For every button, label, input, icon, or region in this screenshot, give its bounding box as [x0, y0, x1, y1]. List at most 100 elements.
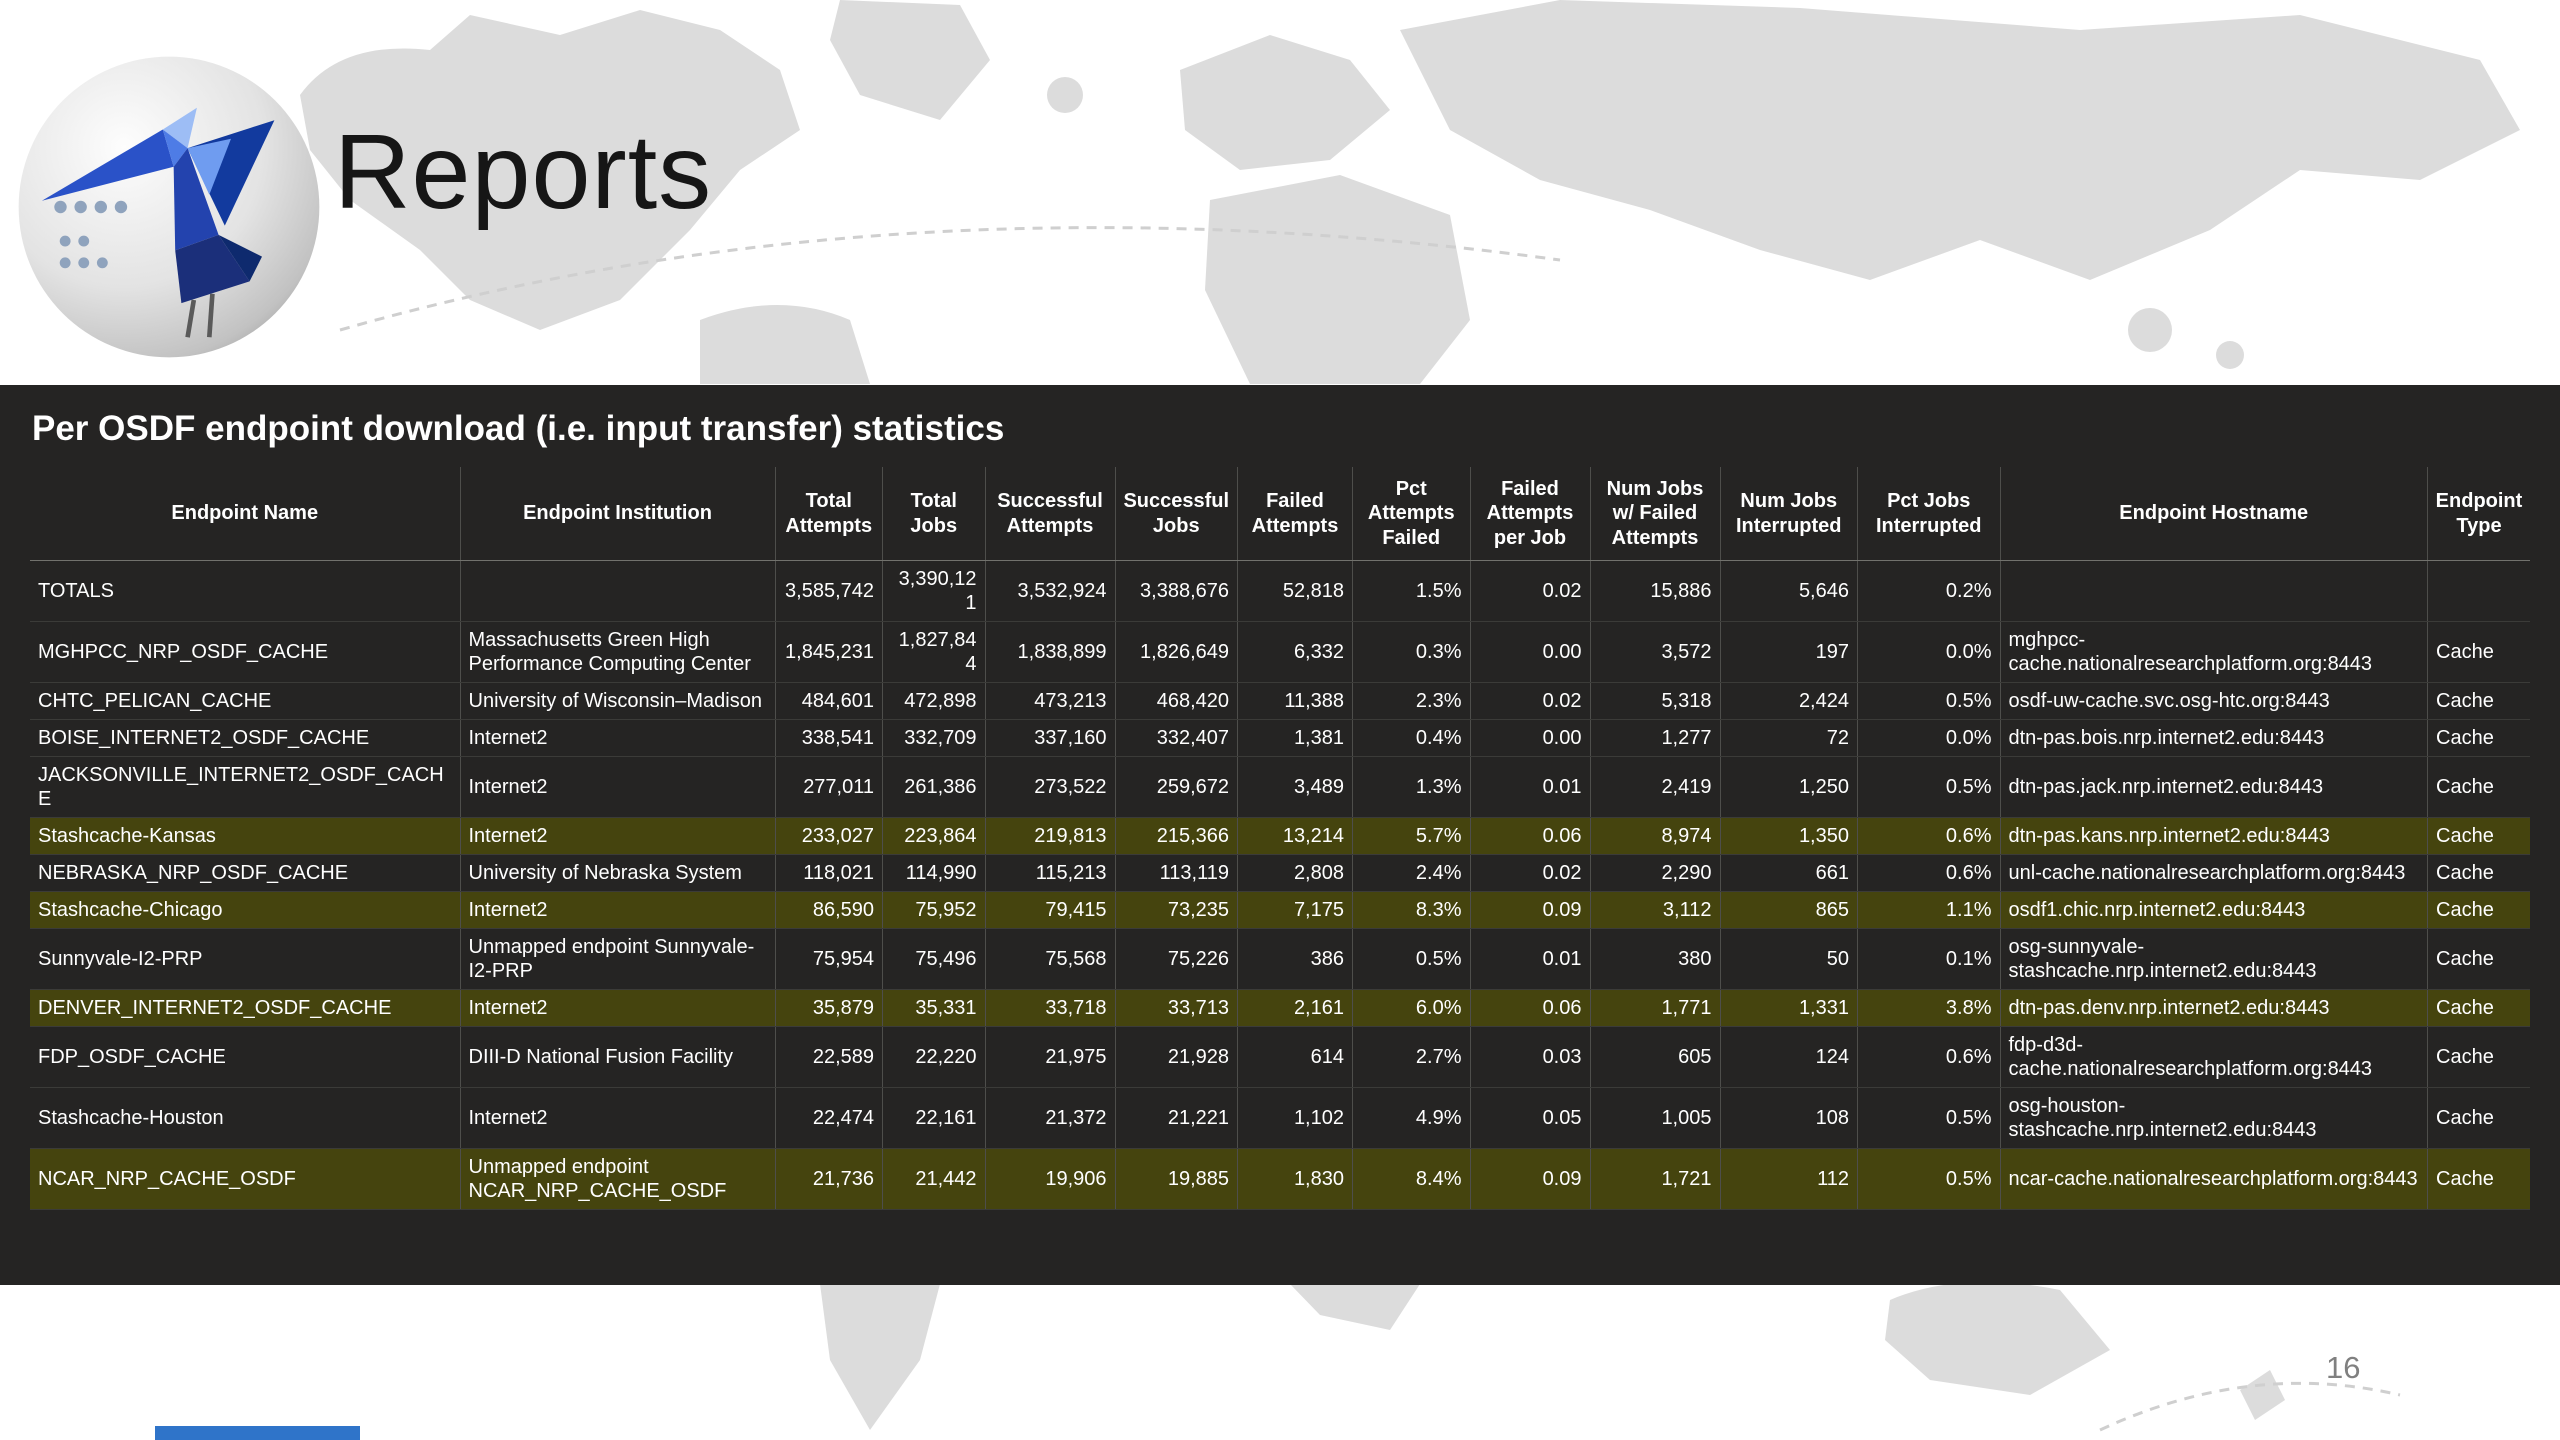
table-cell: Internet2	[460, 989, 776, 1028]
table-cell: 108	[1720, 1087, 1858, 1150]
table-cell: 4.9%	[1352, 1087, 1471, 1150]
column-header: Num Jobs Interrupted	[1720, 467, 1858, 562]
table-cell: Cache	[2427, 989, 2530, 1028]
table-cell: 3,585,742	[775, 560, 883, 623]
table-cell: 605	[1590, 1026, 1721, 1089]
table-cell: osdf-uw-cache.svc.osg-htc.org:8443	[2000, 682, 2428, 721]
table-cell: 332,709	[882, 719, 986, 758]
logo-dots	[54, 200, 128, 269]
table-cell: Cache	[2427, 621, 2530, 684]
table-cell: 1,771	[1590, 989, 1721, 1028]
table-row: MGHPCC_NRP_OSDF_CACHE Massachusetts Green…	[30, 621, 2530, 684]
table-cell: 0.5%	[1857, 682, 2001, 721]
table-cell: 1.5%	[1352, 560, 1471, 623]
table-cell: Cache	[2427, 719, 2530, 758]
bottom-accent-bar	[155, 1426, 360, 1440]
table-cell: 0.06	[1470, 989, 1591, 1028]
table-row: FDP_OSDF_CACHE DIII-D National Fusion Fac…	[30, 1026, 2530, 1089]
table-cell: 1,102	[1237, 1087, 1353, 1150]
table-cell: 75,496	[882, 928, 986, 991]
column-header: Pct Jobs Interrupted	[1857, 467, 2001, 562]
table-cell: 2,290	[1590, 854, 1721, 893]
table-cell: 114,990	[882, 854, 986, 893]
table-cell: Internet2	[460, 891, 776, 930]
table-cell: Internet2	[460, 817, 776, 856]
table-cell: Cache	[2427, 1087, 2530, 1150]
table-cell: 118,021	[775, 854, 883, 893]
table-cell: 0.2%	[1857, 560, 2001, 623]
table-cell: 2,419	[1590, 756, 1721, 819]
column-header: Endpoint Type	[2427, 467, 2530, 562]
report-panel: Per OSDF endpoint download (i.e. input t…	[0, 385, 2560, 1285]
table-cell: 337,160	[985, 719, 1116, 758]
table-cell: 3,388,676	[1115, 560, 1238, 623]
table-row: NEBRASKA_NRP_OSDF_CACHE University of Neb…	[30, 854, 2530, 893]
table-cell: Stashcache-Houston	[30, 1087, 461, 1150]
table-cell: Stashcache-Chicago	[30, 891, 461, 930]
table-cell: ncar-cache.nationalresearchplatform.org:…	[2000, 1148, 2428, 1211]
table-cell: 0.4%	[1352, 719, 1471, 758]
table-cell: 1,838,899	[985, 621, 1116, 684]
table-cell: 52,818	[1237, 560, 1353, 623]
table-cell: Internet2	[460, 719, 776, 758]
table-cell: 35,331	[882, 989, 986, 1028]
table-cell: DENVER_INTERNET2_OSDF_CACHE	[30, 989, 461, 1028]
table-cell: CHTC_PELICAN_CACHE	[30, 682, 461, 721]
table-cell: 261,386	[882, 756, 986, 819]
table-cell: Cache	[2427, 817, 2530, 856]
table-cell: 1.3%	[1352, 756, 1471, 819]
table-cell	[2000, 560, 2428, 623]
table-cell: Cache	[2427, 891, 2530, 930]
table-cell: JACKSONVILLE_INTERNET2_OSDF_CACHE	[30, 756, 461, 819]
column-header: Num Jobs w/ Failed Attempts	[1590, 467, 1721, 562]
table-cell	[2427, 560, 2530, 623]
table-cell: 1,350	[1720, 817, 1858, 856]
table-cell: 13,214	[1237, 817, 1353, 856]
table-cell: fdp-d3d-cache.nationalresearchplatform.o…	[2000, 1026, 2428, 1089]
table-cell: 1,331	[1720, 989, 1858, 1028]
table-cell: 1,005	[1590, 1087, 1721, 1150]
table-cell: 0.3%	[1352, 621, 1471, 684]
table-cell: osg-sunnyvale-stashcache.nrp.internet2.e…	[2000, 928, 2428, 991]
table-cell: 7,175	[1237, 891, 1353, 930]
table-cell: 273,522	[985, 756, 1116, 819]
column-header: Successful Attempts	[985, 467, 1116, 562]
table-cell: 8,974	[1590, 817, 1721, 856]
table-cell: 75,568	[985, 928, 1116, 991]
table-cell: 2.3%	[1352, 682, 1471, 721]
table-cell: BOISE_INTERNET2_OSDF_CACHE	[30, 719, 461, 758]
table-cell: 21,928	[1115, 1026, 1238, 1089]
table-cell: 3,532,924	[985, 560, 1116, 623]
slide-title: Reports	[334, 113, 713, 231]
table-cell: dtn-pas.jack.nrp.internet2.edu:8443	[2000, 756, 2428, 819]
table-cell: 614	[1237, 1026, 1353, 1089]
table-cell: 197	[1720, 621, 1858, 684]
table-cell: dtn-pas.bois.nrp.internet2.edu:8443	[2000, 719, 2428, 758]
table-cell: Stashcache-Kansas	[30, 817, 461, 856]
table-cell: 380	[1590, 928, 1721, 991]
table-cell: 215,366	[1115, 817, 1238, 856]
table-cell: Cache	[2427, 1148, 2530, 1211]
table-cell: 113,119	[1115, 854, 1238, 893]
table-cell: TOTALS	[30, 560, 461, 623]
table-cell: osdf1.chic.nrp.internet2.edu:8443	[2000, 891, 2428, 930]
table-cell: 75,954	[775, 928, 883, 991]
table-row: Stashcache-Kansas Internet2 233,027 223,864…	[30, 817, 2530, 856]
table-cell: osg-houston-stashcache.nrp.internet2.edu…	[2000, 1087, 2428, 1150]
table-cell: 0.5%	[1857, 1148, 2001, 1211]
table-cell: 0.6%	[1857, 1026, 2001, 1089]
table-cell: 79,415	[985, 891, 1116, 930]
table-cell: 0.02	[1470, 682, 1591, 721]
table-cell: 0.09	[1470, 1148, 1591, 1211]
table-cell: 2.7%	[1352, 1026, 1471, 1089]
table-cell: 2,424	[1720, 682, 1858, 721]
table-cell: 1,721	[1590, 1148, 1721, 1211]
table-cell: NCAR_NRP_CACHE_OSDF	[30, 1148, 461, 1211]
table-cell: 223,864	[882, 817, 986, 856]
table-cell: Internet2	[460, 1087, 776, 1150]
column-header: Endpoint Institution	[460, 467, 776, 562]
table-cell: 468,420	[1115, 682, 1238, 721]
table-header: Endpoint Name Endpoint Institution Total A…	[30, 467, 2530, 562]
table-cell: 338,541	[775, 719, 883, 758]
